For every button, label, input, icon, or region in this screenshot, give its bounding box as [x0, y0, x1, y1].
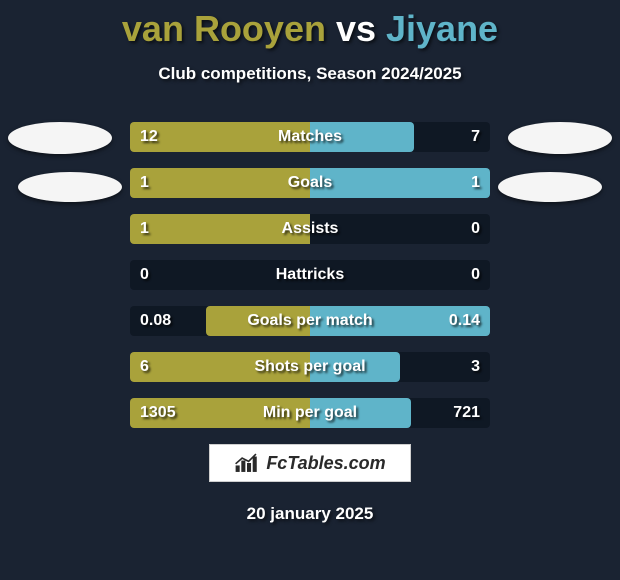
row-label: Shots per goal [130, 352, 490, 382]
stat-row: 11Goals [130, 168, 490, 198]
row-label: Goals per match [130, 306, 490, 336]
brand-chart-icon [234, 452, 260, 474]
stat-row: 10Assists [130, 214, 490, 244]
brand-badge: FcTables.com [209, 444, 411, 482]
stat-row: 00Hattricks [130, 260, 490, 290]
row-label: Matches [130, 122, 490, 152]
row-label: Min per goal [130, 398, 490, 428]
report-date: 20 january 2025 [0, 504, 620, 524]
stat-row: 63Shots per goal [130, 352, 490, 382]
row-label: Hattricks [130, 260, 490, 290]
player-left-name: van Rooyen [122, 8, 326, 49]
row-label: Goals [130, 168, 490, 198]
stat-row: 127Matches [130, 122, 490, 152]
comparison-subtitle: Club competitions, Season 2024/2025 [0, 64, 620, 84]
row-label: Assists [130, 214, 490, 244]
comparison-title: van Rooyen vs Jiyane [0, 0, 620, 50]
comparison-chart: 127Matches 11Goals 10Assists 00Hattricks 0.0… [0, 122, 620, 428]
stat-row: 0.080.14Goals per match [130, 306, 490, 336]
player-right-name: Jiyane [386, 8, 498, 49]
title-vs: vs [326, 8, 386, 49]
brand-text: FcTables.com [266, 453, 385, 474]
stat-row: 1305721Min per goal [130, 398, 490, 428]
